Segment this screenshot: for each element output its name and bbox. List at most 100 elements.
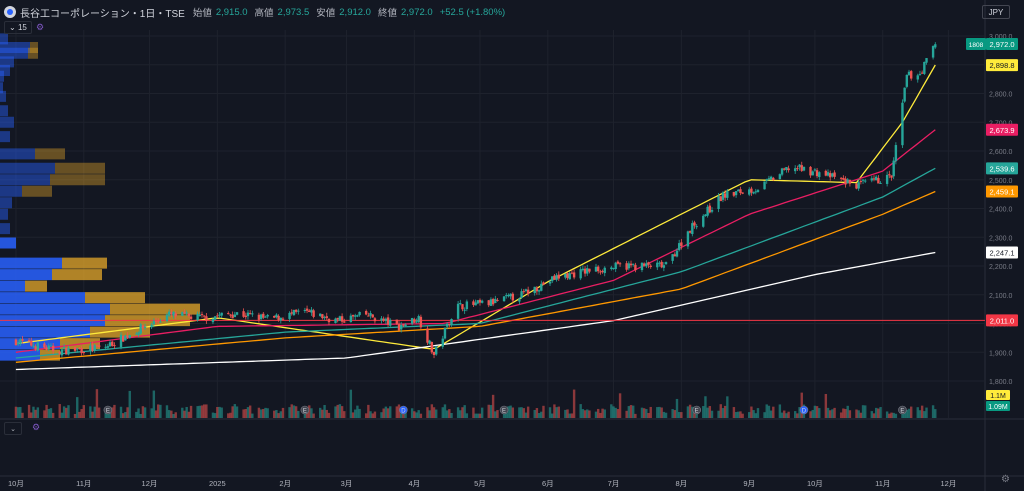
volume-profile-up-bar (0, 303, 110, 315)
candle-body (189, 316, 193, 319)
volume-bar (364, 413, 368, 418)
candle-body (165, 314, 169, 322)
volume-bar (174, 412, 177, 418)
volume-bar (824, 393, 828, 418)
candle-body (321, 314, 324, 319)
volume-bar (27, 404, 31, 418)
volume-bar (294, 406, 298, 418)
volume-bar (336, 404, 339, 418)
collapse-pane-button[interactable]: ⌄ (4, 422, 22, 435)
volume-bar (553, 404, 556, 418)
candle-body (793, 168, 797, 172)
symbol-title[interactable]: 長谷工コーポレーション・1日・TSE (20, 8, 185, 20)
ma-price-tag: 2,673.9 (989, 126, 1014, 135)
y-tick-label: 1,900.0 (989, 350, 1012, 357)
volume-bar (152, 390, 156, 418)
volume-bar (815, 406, 819, 418)
volume-bar (76, 397, 79, 418)
volume-bar (334, 406, 337, 418)
volume-bar (511, 407, 515, 418)
candle-body (688, 231, 692, 233)
candle-body (721, 192, 725, 200)
volume-profile-up-bar (0, 70, 4, 82)
volume-bar (150, 408, 153, 418)
candle-body (599, 271, 602, 273)
volume-bar (143, 407, 147, 418)
candle-body (119, 334, 123, 348)
volume-bar (80, 409, 83, 418)
event-marker-icon (692, 405, 701, 415)
indicator-settings-icon[interactable]: ⚙ (36, 22, 45, 32)
candle-body (581, 268, 585, 271)
currency-select[interactable]: JPY (982, 5, 1010, 19)
volume-bar (844, 409, 847, 418)
y-tick-label: 2,400.0 (989, 207, 1012, 214)
candle-body (496, 299, 499, 301)
interval-toggle[interactable]: ⌄ 15 (4, 21, 32, 34)
candle-body (76, 348, 79, 350)
volume-bar (710, 410, 714, 418)
volume-bar (404, 410, 407, 418)
candle-body (104, 346, 107, 348)
candle-body (183, 311, 186, 314)
volume-bar (533, 409, 536, 418)
volume-bar (599, 412, 602, 418)
volume-bar (907, 408, 911, 418)
candle-body (198, 314, 202, 316)
ma-price-tag: 2,898.8 (989, 61, 1014, 70)
volume-bar (570, 413, 574, 418)
candle-body (568, 273, 571, 280)
candle-body (901, 102, 904, 146)
volume-bar (524, 412, 528, 418)
volume-bar (813, 405, 817, 418)
candle-body (518, 298, 521, 302)
candle-body (618, 263, 622, 265)
y-tick-label: 2,800.0 (989, 92, 1012, 99)
volume-bar (566, 409, 569, 418)
candle-body (511, 293, 515, 301)
candle-body (404, 324, 407, 327)
candle-body (798, 164, 801, 168)
volume-profile-down-bar (90, 326, 150, 338)
volume-profile-down-bar (25, 280, 47, 292)
volume-bar (242, 409, 245, 418)
volume-bar (680, 412, 683, 418)
volume-bar (290, 404, 293, 418)
volume-bar (463, 405, 466, 418)
volume-bar (51, 412, 55, 418)
candle-body (185, 312, 188, 314)
volume-bar (135, 411, 138, 418)
y-tick-label: 2,100.0 (989, 293, 1012, 300)
volume-profile-up-bar (0, 33, 8, 45)
volume-bar (34, 409, 37, 418)
candle-body (570, 272, 574, 274)
ma-line (15, 190, 936, 363)
candle-body (695, 226, 698, 228)
volume-bar (202, 404, 206, 418)
hline-price-tag-bg (986, 314, 1018, 327)
volume-bar (708, 406, 712, 418)
volume-bar (918, 410, 922, 418)
candle-body (220, 312, 223, 316)
volume-profile-up-bar (0, 349, 40, 361)
volume-bar (741, 413, 744, 418)
candle-body (371, 314, 374, 318)
volume-bar (356, 405, 359, 418)
candle-body (815, 170, 819, 177)
candle-body (152, 320, 156, 325)
candle-body (367, 315, 370, 317)
volume-bar (430, 404, 434, 418)
candle-body (662, 265, 666, 268)
chart-settings-icon[interactable]: ⚙ (1001, 474, 1010, 485)
volume-bar (671, 409, 674, 418)
pane-settings-icon[interactable]: ⚙ (32, 422, 41, 432)
candle-body (257, 314, 261, 320)
candle-body (290, 312, 293, 314)
candle-body (809, 166, 812, 176)
volume-bar (349, 389, 353, 418)
volume-bar (91, 411, 94, 418)
volume-bar (675, 398, 679, 418)
volume-bar (647, 412, 650, 418)
volume-bar (459, 410, 462, 418)
